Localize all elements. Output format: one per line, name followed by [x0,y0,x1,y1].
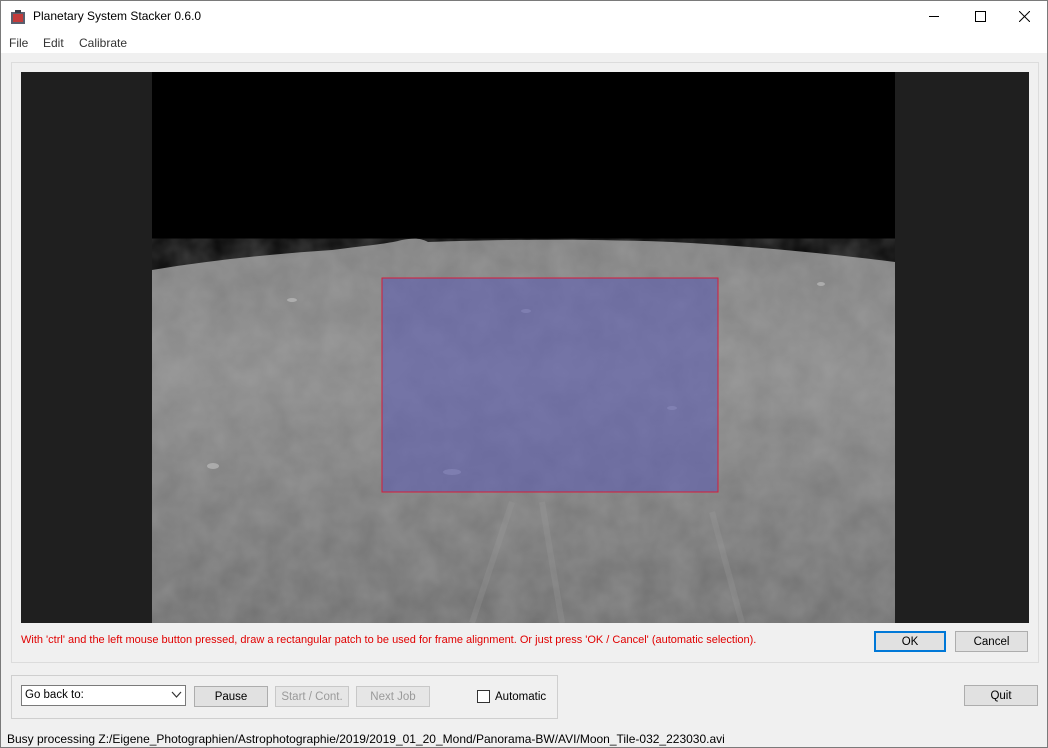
next-job-button[interactable]: Next Job [356,686,430,707]
moon-frame-image [152,72,895,623]
menu-file[interactable]: File [9,36,29,50]
menu-calibrate[interactable]: Calibrate [79,36,128,50]
automatic-label: Automatic [495,691,547,703]
window-title: Planetary System Stacker 0.6.0 [33,9,202,23]
title-bar: Planetary System Stacker 0.6.0 [1,1,1047,32]
status-bar-text: Busy processing Z:/Eigene_Photographien/… [7,732,725,746]
automatic-checkbox[interactable] [477,690,490,703]
maximize-button[interactable] [957,1,1003,32]
close-icon [1018,11,1030,22]
alignment-hint-text: With 'ctrl' and the left mouse button pr… [21,634,757,646]
menu-bar: File Edit Calibrate [1,32,1047,53]
pause-button[interactable]: Pause [194,686,268,707]
alignment-panel: With 'ctrl' and the left mouse button pr… [11,62,1039,663]
maximize-icon [974,11,986,22]
chevron-down-icon [171,691,182,698]
cancel-button[interactable]: Cancel [955,631,1028,652]
frame-viewer[interactable] [21,72,1029,623]
workflow-controls: Go back to: Pause Start / Cont. Next Job… [11,675,558,719]
minimize-button[interactable] [911,1,957,32]
quit-button[interactable]: Quit [964,685,1038,706]
menu-edit[interactable]: Edit [43,36,64,50]
go-back-dropdown[interactable]: Go back to: [21,685,186,706]
close-window-button[interactable] [1001,1,1047,32]
ok-button[interactable]: OK [874,631,946,652]
start-continue-button[interactable]: Start / Cont. [275,686,349,707]
go-back-label: Go back to: [25,689,84,701]
app-icon [11,10,25,24]
minimize-icon [928,16,939,17]
